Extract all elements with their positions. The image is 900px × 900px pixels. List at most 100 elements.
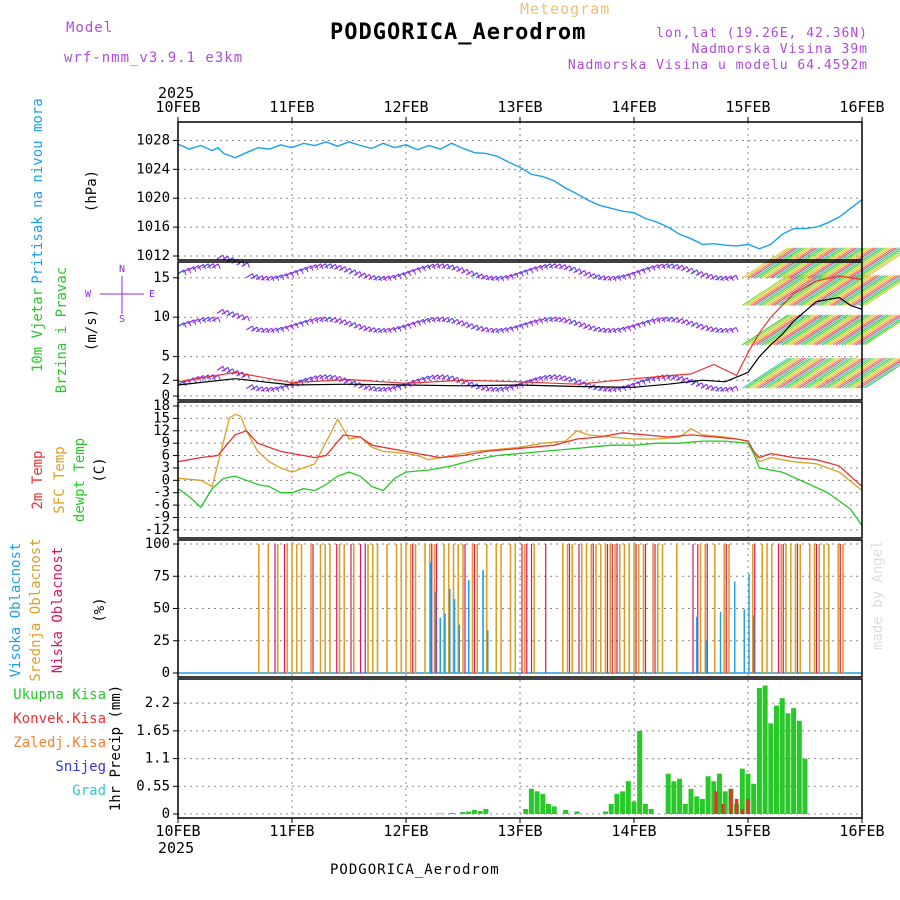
wind-barb xyxy=(373,275,380,281)
storm-wind-barb xyxy=(770,247,818,279)
y-tick-label: 1028 xyxy=(136,132,170,148)
storm-wind-barb xyxy=(747,274,795,306)
storm-wind-barb xyxy=(773,314,820,346)
wind-barb xyxy=(305,378,309,384)
wind-barb xyxy=(398,384,402,391)
storm-wind-barb xyxy=(784,357,832,389)
wind-barb xyxy=(358,272,366,278)
storm-wind-barb xyxy=(807,314,855,346)
storm-wind-barb xyxy=(827,357,875,389)
wind-barb xyxy=(676,375,683,381)
wind-barb xyxy=(617,274,625,280)
wind-barb xyxy=(436,263,444,269)
wind-barb xyxy=(304,376,312,382)
wind-barb xyxy=(705,273,712,279)
wind-barb xyxy=(427,375,431,382)
wind-barb xyxy=(299,266,307,272)
wind-barb xyxy=(563,265,571,271)
storm-wind-barb xyxy=(781,247,829,279)
storm-wind-barb xyxy=(784,314,832,346)
storm-wind-barb xyxy=(818,247,866,279)
storm-wind-barb xyxy=(861,362,900,389)
wind-barb xyxy=(421,264,429,270)
total-precip-bar xyxy=(603,811,608,814)
wind-barb xyxy=(529,319,537,325)
storm-wind-barb xyxy=(796,247,843,279)
wind-barb xyxy=(578,322,585,328)
wind-barb xyxy=(539,317,546,323)
wind-barb xyxy=(685,267,693,273)
storm-wind-barb xyxy=(759,357,806,389)
wind-barb xyxy=(182,267,190,273)
wind-barb xyxy=(706,325,710,331)
wind-barb xyxy=(397,324,405,330)
wind-barb xyxy=(559,317,563,323)
storm-wind-barb xyxy=(810,357,857,389)
total-precip-bar xyxy=(466,811,472,814)
wind-barb xyxy=(470,324,478,330)
wind-barb xyxy=(286,325,290,332)
wind-barb xyxy=(588,273,595,279)
y-tick-label: 10 xyxy=(153,309,170,325)
wind-barb xyxy=(236,371,243,377)
wind-barb xyxy=(368,327,375,333)
wind-barb xyxy=(290,322,297,328)
wind-barb xyxy=(387,274,395,280)
wind-barb xyxy=(548,316,556,322)
x-tick-label-top: 15FEB xyxy=(725,98,770,116)
wind-barb xyxy=(216,254,224,260)
wind-barb xyxy=(558,375,566,381)
wind-barb xyxy=(377,327,385,333)
x-tick-label-bottom: 12FEB xyxy=(383,822,428,840)
wind-barb xyxy=(177,322,185,328)
storm-wind-barb xyxy=(784,274,832,306)
model-elevation: Nadmorska Visina u modelu 64.4592m xyxy=(567,58,868,73)
compass-north: N xyxy=(119,264,125,275)
wind-barb xyxy=(188,320,192,327)
wind-barb xyxy=(592,326,600,332)
wind-barb xyxy=(564,264,568,270)
total-precip-bar xyxy=(722,791,728,814)
storm-wind-barb xyxy=(781,357,829,389)
wind-barb xyxy=(490,386,498,392)
wind-barb xyxy=(593,273,597,279)
storm-wind-barb xyxy=(804,314,852,346)
wind-barb xyxy=(671,317,678,323)
storm-wind-barb xyxy=(847,314,895,346)
wind-barb xyxy=(623,326,627,333)
temp-2m-line xyxy=(177,430,863,487)
wind-barb xyxy=(535,377,539,383)
wind-barb xyxy=(607,327,615,333)
total-precip-bar xyxy=(756,688,762,814)
storm-wind-barb xyxy=(841,314,889,346)
pressure-unit: (hPa) xyxy=(84,170,100,212)
wind-barb xyxy=(465,270,473,276)
wind-barb xyxy=(192,318,199,324)
wind-barb xyxy=(710,274,717,280)
wind-barb xyxy=(710,327,717,333)
y-tick-label: 25 xyxy=(153,633,170,649)
storm-wind-barb xyxy=(742,357,789,389)
total-precip-bar xyxy=(688,788,694,814)
year-bottom: 2025 xyxy=(158,839,194,857)
wind-barb xyxy=(407,268,414,274)
total-precip-bar xyxy=(791,708,797,814)
y-tick-label: 2 xyxy=(162,372,170,388)
wind-barb xyxy=(495,327,502,333)
wind-barb xyxy=(641,319,649,325)
wind-barb xyxy=(177,269,185,275)
wind-barb xyxy=(636,268,644,274)
wind-barb xyxy=(509,272,517,278)
y-tick-label: 3 xyxy=(162,460,170,476)
storm-wind-barb xyxy=(827,247,875,279)
wind-barb xyxy=(622,273,629,279)
wind-barb xyxy=(671,263,678,269)
wind-barb xyxy=(281,274,285,280)
wind-barb xyxy=(676,375,680,381)
wind-barb xyxy=(510,326,514,332)
storm-wind-barb xyxy=(856,248,900,279)
wind-barb xyxy=(652,318,656,325)
storm-wind-barb xyxy=(816,357,863,389)
wind-barb xyxy=(583,324,590,330)
